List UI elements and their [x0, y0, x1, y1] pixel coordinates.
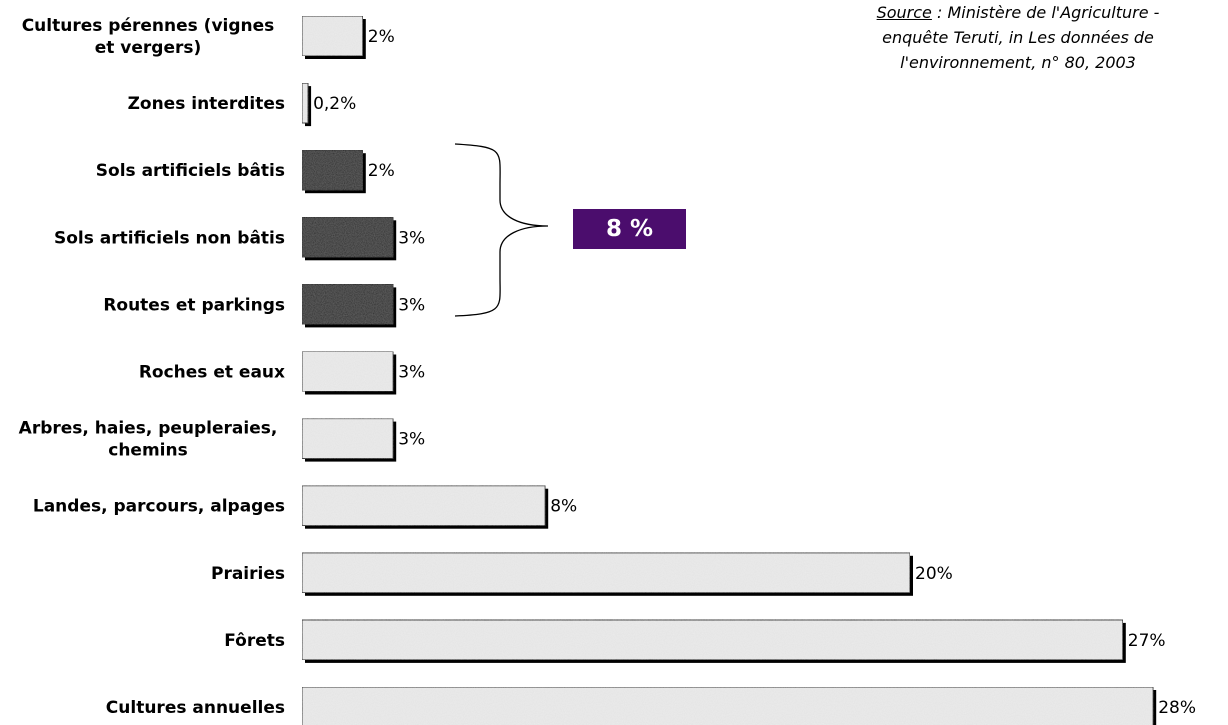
data-label: 28%	[1158, 698, 1196, 718]
category-label: Prairies	[211, 564, 285, 584]
group-total-badge: 8 %	[573, 209, 686, 249]
category-label: Sols artificiels bâtis	[96, 161, 285, 181]
source-note: Source : Ministère de l'Agriculture - en…	[808, 0, 1228, 75]
category-label: Zones interdites	[128, 94, 285, 114]
data-label: 2%	[368, 161, 395, 181]
bar	[301, 216, 394, 258]
category-label: Routes et parkings	[103, 295, 285, 315]
data-label: 0,2%	[313, 94, 356, 114]
bar	[301, 283, 394, 325]
data-label: 27%	[1128, 631, 1166, 651]
bar	[301, 418, 394, 460]
category-label: Cultures annuelles	[106, 698, 285, 718]
data-label: 2%	[368, 27, 395, 47]
data-label: 3%	[398, 430, 425, 450]
source-line2: enquête Teruti, in Les données de	[882, 28, 1154, 47]
bar	[301, 619, 1124, 661]
group-brace	[454, 143, 549, 317]
category-label: Sols artificiels non bâtis	[54, 228, 285, 248]
bar	[301, 149, 364, 191]
data-label: 3%	[398, 295, 425, 315]
category-label: Roches et eaux	[139, 363, 285, 383]
category-label: Fôrets	[224, 631, 285, 651]
bar	[301, 15, 364, 57]
source-line3: l'environnement, n° 80, 2003	[900, 53, 1136, 72]
source-line1: : Ministère de l'Agriculture -	[931, 3, 1160, 22]
category-label: Cultures pérennes (vignes et vergers)	[22, 16, 275, 58]
category-label: Arbres, haies, peupleraies, chemins	[19, 419, 278, 461]
source-prefix: Source	[876, 3, 932, 22]
bar	[301, 552, 911, 594]
bar	[301, 82, 309, 124]
data-label: 8%	[550, 497, 577, 517]
data-label: 3%	[398, 363, 425, 383]
bar	[301, 686, 1154, 725]
category-label: Landes, parcours, alpages	[33, 497, 285, 517]
bar	[301, 485, 546, 527]
data-label: 20%	[915, 564, 953, 584]
data-label: 3%	[398, 228, 425, 248]
bar	[301, 351, 394, 392]
